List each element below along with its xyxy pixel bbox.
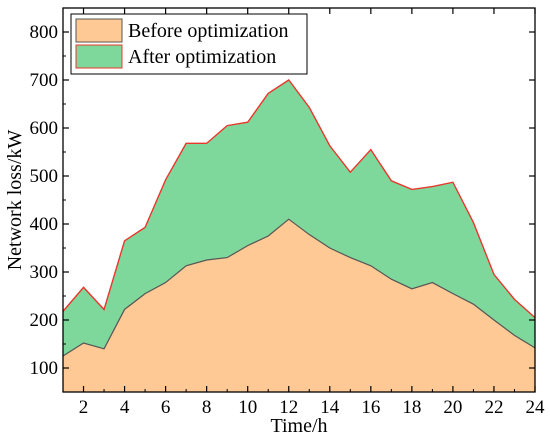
x-axis-title: Time/h <box>270 415 327 437</box>
y-tick-label: 800 <box>30 22 59 43</box>
x-tick-label: 10 <box>238 397 257 418</box>
legend-swatch <box>75 44 123 69</box>
plot-areas <box>62 79 536 392</box>
y-tick-label: 200 <box>30 310 59 331</box>
before-optimization-area <box>63 219 535 392</box>
x-tick-label: 8 <box>202 397 212 418</box>
before-optimization-line <box>62 218 536 357</box>
after-optimization-line <box>62 79 536 319</box>
x-tick-label: 24 <box>526 397 546 418</box>
x-tick-label: 4 <box>120 397 130 418</box>
x-axis: 2 4 6 8 10 12 14 16 18 20 22 24 <box>79 8 545 418</box>
legend: Before optimization After optimization <box>70 13 308 75</box>
y-tick-label: 300 <box>30 262 59 283</box>
legend-label: Before optimization <box>128 20 289 42</box>
legend-swatch <box>75 18 123 43</box>
x-tick-label: 22 <box>484 397 503 418</box>
y-axis-title: Network loss/kW <box>4 130 26 271</box>
x-tick-label: 14 <box>320 397 340 418</box>
x-tick-label: 2 <box>79 397 89 418</box>
x-tick-label: 20 <box>443 397 462 418</box>
y-tick-label: 100 <box>30 358 59 379</box>
y-tick-label: 400 <box>30 214 59 235</box>
y-tick-label: 700 <box>30 70 59 91</box>
y-axis: 100 200 300 400 500 600 700 800 <box>30 22 535 379</box>
x-tick-label: 16 <box>361 397 380 418</box>
x-tick-label: 18 <box>402 397 421 418</box>
x-tick-label: 12 <box>279 397 298 418</box>
x-tick-label: 6 <box>161 397 171 418</box>
legend-label: After optimization <box>128 46 276 68</box>
y-tick-label: 600 <box>30 118 59 139</box>
y-tick-label: 500 <box>30 166 59 187</box>
